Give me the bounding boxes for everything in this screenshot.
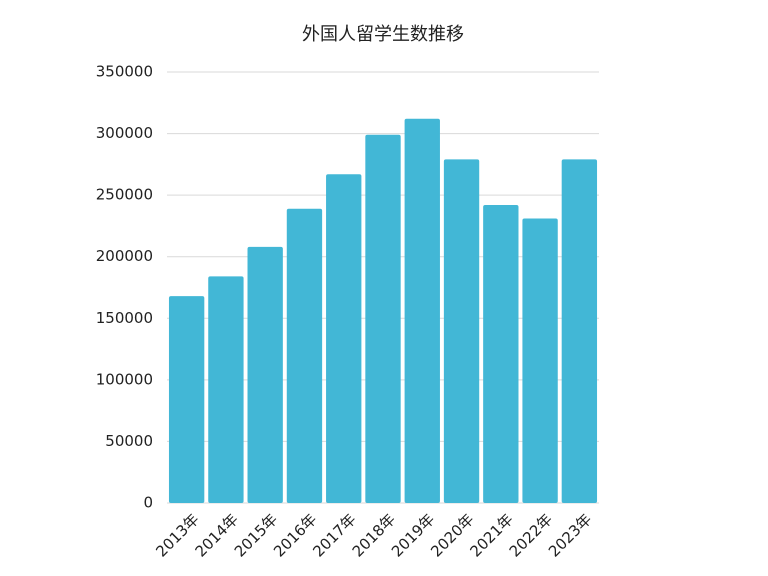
y-tick-label: 200000 bbox=[96, 247, 153, 265]
bar bbox=[208, 276, 244, 503]
y-tick-label: 250000 bbox=[96, 186, 153, 204]
bar bbox=[286, 208, 323, 503]
x-tick-label: 2020年 bbox=[427, 510, 477, 560]
bar bbox=[522, 218, 558, 504]
x-tick-label: 2019年 bbox=[388, 510, 438, 560]
x-tick-label: 2016年 bbox=[270, 510, 320, 560]
bar bbox=[404, 118, 440, 504]
x-tick-label: 2015年 bbox=[231, 510, 281, 560]
bar bbox=[365, 134, 401, 503]
bar bbox=[483, 204, 519, 503]
x-tick-label: 2018年 bbox=[349, 510, 399, 560]
y-tick-label: 50000 bbox=[105, 432, 153, 450]
bar bbox=[443, 159, 480, 503]
y-tick-label: 150000 bbox=[96, 309, 153, 327]
x-tick-label: 2023年 bbox=[545, 510, 595, 560]
x-tick-label: 2014年 bbox=[192, 510, 242, 560]
bar bbox=[326, 174, 362, 504]
y-tick-label: 300000 bbox=[96, 124, 153, 142]
x-tick-label: 2021年 bbox=[466, 510, 516, 560]
y-tick-label: 350000 bbox=[96, 63, 153, 81]
bar bbox=[247, 246, 283, 503]
chart-title: 外国人留学生数推移 bbox=[302, 24, 464, 45]
y-tick-label: 100000 bbox=[96, 370, 153, 388]
x-tick-label: 2022年 bbox=[506, 510, 556, 560]
bar bbox=[168, 296, 205, 503]
y-tick-label: 0 bbox=[143, 494, 153, 512]
bar bbox=[561, 159, 598, 503]
x-tick-label: 2017年 bbox=[309, 510, 359, 560]
x-tick-label: 2013年 bbox=[152, 510, 202, 560]
